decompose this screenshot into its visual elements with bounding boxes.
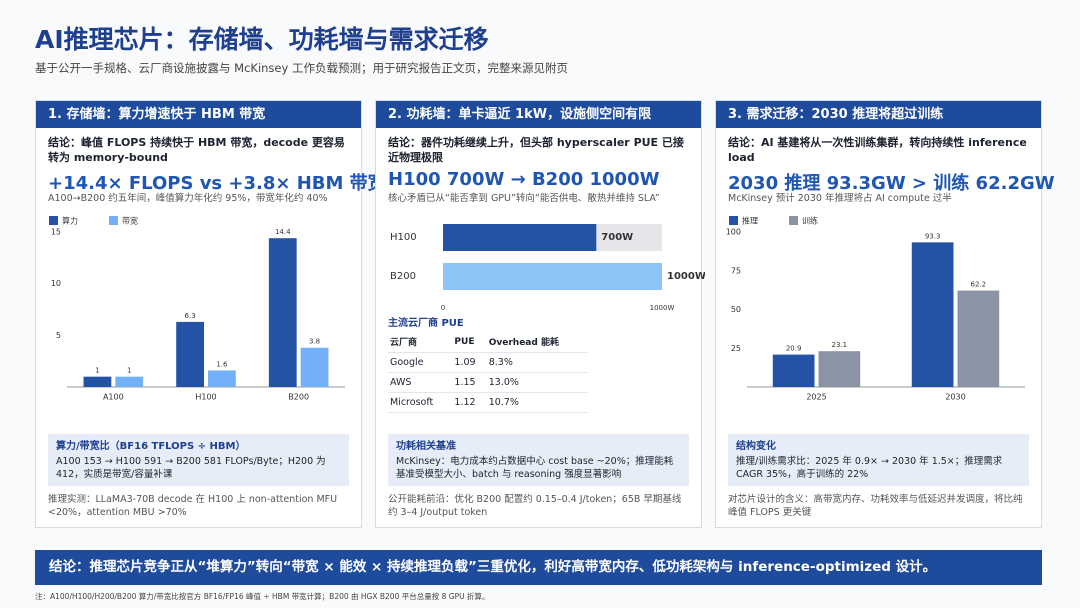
x-tick-label: 1000W [650, 304, 675, 312]
x-tick-label: 0 [441, 304, 445, 312]
footnote: 推理实测：LLaMA3-70B decode 在 H100 上 non-atte… [48, 494, 338, 518]
y-tick-label: 100 [726, 228, 741, 237]
bar [443, 263, 662, 290]
cell: 1.15 [452, 372, 487, 393]
y-tick-label: 10 [51, 279, 61, 288]
legend-label: 带宽 [122, 216, 138, 226]
conclusion: 结论：峰值 FLOPS 持续快于 HBM 带宽，decode 更容易转为 mem… [48, 136, 345, 164]
panel-heading: 3. 需求迁移：2030 推理将超过训练 [716, 101, 1041, 128]
note: McKinsey 预计 2030 年推理将占 AI compute 过半 [728, 193, 952, 204]
y-tick-label: 5 [56, 331, 61, 340]
box-title: 算力/带宽比（BF16 TFLOPS ÷ HBM） [56, 441, 246, 452]
col-header: 云厂商 [388, 331, 453, 353]
bar [208, 370, 236, 387]
cell: Google [388, 352, 453, 373]
box-text: McKinsey：电力成本约占数据中心 cost base ~20%；推理能耗基… [396, 456, 674, 480]
info-box: 结构变化推理/训练需求比：2025 年 0.9× → 2030 年 1.5×；推… [728, 434, 1029, 486]
legend-swatch [49, 216, 58, 225]
cell: 1.12 [452, 392, 487, 413]
cell: AWS [388, 372, 453, 393]
x-tick-label: A100 [103, 393, 124, 402]
footer-note: 注：A100/H100/H200/B200 算力/带宽比按官方 BF16/FP1… [35, 592, 490, 601]
info-box: 算力/带宽比（BF16 TFLOPS ÷ HBM） A100 153 → H100… [48, 434, 349, 486]
headline: 2030 推理 93.3GW > 训练 62.2GW [728, 173, 1055, 194]
value-label: 1.6 [216, 360, 228, 368]
chart: 算力 带宽 5 10 15 A100 1 1 H100 6.3 1.6 B200 14.4 3.8 [49, 216, 345, 402]
x-tick-label: 2025 [806, 393, 826, 402]
panel-heading: 2. 功耗墙：单卡逼近 1kW，设施侧空间有限 [376, 101, 701, 128]
legend-label: 训练 [802, 216, 818, 226]
bar [300, 347, 329, 387]
value-label: 62.2 [971, 281, 987, 289]
value-label: 6.3 [185, 312, 196, 320]
legend-label: 算力 [62, 216, 78, 226]
col-header: Overhead 能耗 [486, 331, 588, 353]
bar [443, 224, 597, 251]
value-label: 1 [127, 367, 131, 375]
box-text: 推理/训练需求比：2025 年 0.9× → 2030 年 1.5×；推理需求 … [736, 456, 1003, 480]
panel-heading: 1. 存储墙：算力增速快于 HBM 带宽 [36, 101, 361, 128]
cell: Microsoft [388, 392, 453, 413]
info-box: 功耗相关基准 McKinsey：电力成本约占数据中心 cost base ~20%… [388, 434, 689, 486]
x-tick-label: B200 [288, 393, 309, 402]
y-tick-label: B200 [390, 271, 416, 282]
value-label: 20.9 [786, 345, 802, 353]
note: 核心矛盾已从“能否拿到 GPU”转向“能否供电、散热并维持 SLA” [388, 193, 660, 204]
y-tick-label: 15 [51, 228, 61, 237]
cell: 10.7% [486, 392, 588, 413]
value-label: 23.1 [832, 341, 848, 349]
legend-swatch [789, 216, 798, 225]
legend-label: 推理 [742, 216, 758, 226]
value-label: 1 [95, 367, 99, 375]
value-label: 93.3 [925, 232, 941, 240]
conclusion: 结论：器件功耗继续上升，但头部 hyperscaler PUE 已接近物理极限 [388, 136, 684, 164]
bar [772, 354, 815, 387]
cell: 1.09 [452, 352, 487, 373]
bar [176, 321, 204, 387]
cell: 8.3% [486, 352, 588, 373]
bar [911, 242, 954, 387]
headline: H100 700W → B200 1000W [388, 169, 660, 190]
conclusion: 结论：AI 基建将从一次性训练集群，转向持续性 inference load [728, 136, 1027, 164]
panel: 1. 存储墙：算力增速快于 HBM 带宽 结论：峰值 FLOPS 持续快于 HB… [35, 100, 386, 528]
note: A100→B200 约五年间，峰值算力年化约 95%，带宽年化约 40% [48, 193, 328, 204]
value-label: 700W [601, 232, 633, 243]
y-tick-label: H100 [390, 232, 417, 243]
legend-swatch [729, 216, 738, 225]
x-tick-label: 2030 [945, 393, 965, 402]
chart: 推理 训练 25 50 75 100 2025 20.9 23.1 2030 93.3 62.2 [726, 216, 1025, 402]
chart: H100 700W B200 1000W 0 1000W [390, 224, 705, 312]
bar [115, 376, 144, 387]
y-tick-label: 50 [731, 305, 741, 314]
title: AI推理芯片：存储墙、功耗墙与需求迁移 [35, 25, 489, 54]
footnote: 公开能耗前沿：优化 B200 配置约 0.15–0.4 J/token；65B … [388, 494, 682, 518]
summary-banner: 结论：推理芯片竞争正从“堆算力”转向“带宽 × 能效 × 持续推理负载”三重优化… [35, 550, 1042, 585]
y-tick-label: 25 [731, 344, 741, 353]
bar [268, 238, 297, 387]
box-title: 结构变化 [736, 441, 776, 452]
bar [957, 290, 1000, 387]
bar [818, 351, 861, 387]
col-header: PUE [452, 331, 487, 353]
value-label: 1000W [667, 271, 705, 282]
legend-swatch [109, 216, 118, 225]
value-label: 3.8 [309, 338, 320, 346]
subtitle: 基于公开一手规格、云厂商设施披露与 McKinsey 工作负载预测；用于研究报告… [35, 61, 568, 75]
bar [83, 376, 112, 387]
panel: 2. 功耗墙：单卡逼近 1kW，设施侧空间有限 结论：器件功耗继续上升，但头部 … [375, 100, 702, 528]
headline: +14.4× FLOPS vs +3.8× HBM 带宽 [48, 173, 386, 194]
cell: 13.0% [486, 372, 588, 393]
table-title: 主流云厂商 PUE [388, 318, 464, 329]
box-text: A100 153 → H100 591 → B200 581 FLOPs/Byt… [56, 456, 326, 480]
value-label: 14.4 [275, 228, 291, 236]
box-title: 功耗相关基准 [396, 441, 456, 452]
y-tick-label: 75 [731, 266, 741, 275]
footnote: 对芯片设计的含义：高带宽内存、功耗效率与低延迟并发调度，将比纯峰值 FLOPS … [728, 494, 1023, 518]
x-tick-label: H100 [195, 393, 216, 402]
pue-table: 云厂商 PUE Overhead 能耗 Google 1.09 8.3% AWS 1.15… [388, 331, 588, 413]
